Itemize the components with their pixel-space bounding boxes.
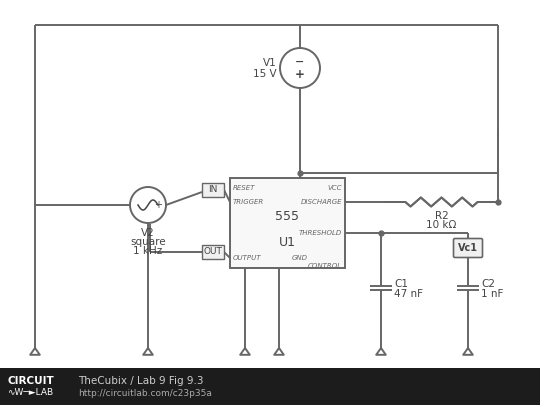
Text: VCC: VCC [327,185,342,191]
Text: C1: C1 [394,279,408,289]
Text: −: − [295,57,305,67]
Text: OUTPUT: OUTPUT [233,255,261,261]
Text: square: square [130,237,166,247]
Text: 555: 555 [275,209,300,222]
Text: TRIGGER: TRIGGER [233,199,264,205]
Bar [0,368,540,405]
Bar [202,183,224,197]
Text: OUT: OUT [204,247,222,256]
Text: IN: IN [208,185,218,194]
Bar [230,178,345,268]
Text: R2: R2 [435,211,448,221]
Text: C2: C2 [481,279,495,289]
Text: RESET: RESET [233,185,255,191]
Text: U1: U1 [279,237,296,249]
Text: 47 nF: 47 nF [394,289,423,299]
Text: V1: V1 [264,58,277,68]
Text: ∿W─►LAB: ∿W─►LAB [7,388,53,397]
Bar [202,245,224,259]
Text: +: + [154,200,162,210]
FancyBboxPatch shape [454,239,483,258]
Text: DISCHARGE: DISCHARGE [300,199,342,205]
Text: Vc1: Vc1 [458,243,478,253]
Text: 1 kHz: 1 kHz [133,246,163,256]
Text: CONTROL: CONTROL [308,263,342,269]
Text: 1 nF: 1 nF [481,289,503,299]
Text: GND: GND [292,255,308,261]
Text: TheCubix / Lab 9 Fig 9.3: TheCubix / Lab 9 Fig 9.3 [78,376,204,386]
Text: THRESHOLD: THRESHOLD [299,230,342,236]
Text: 15 V: 15 V [253,69,277,79]
Text: 10 kΩ: 10 kΩ [426,220,457,230]
Text: CIRCUIT: CIRCUIT [7,376,54,386]
Text: http://circuitlab.com/c23p35a: http://circuitlab.com/c23p35a [78,389,212,398]
Text: +: + [295,68,305,81]
Text: V2: V2 [141,228,155,238]
